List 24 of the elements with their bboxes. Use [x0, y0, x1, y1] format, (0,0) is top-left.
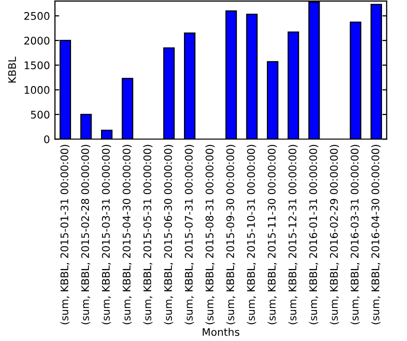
x-tick-label: (sum, KBBL, 2015-09-30 00:00:00): [226, 144, 236, 324]
y-tick-label: 0: [44, 135, 50, 144]
x-tick-label: (sum, KBBL, 2015-07-31 00:00:00): [184, 144, 194, 324]
y-tick-label: 2500: [24, 12, 50, 20]
y-axis-title: KBBL: [8, 56, 16, 83]
x-tick-label: (sum, KBBL, 2015-05-31 00:00:00): [143, 144, 152, 324]
x-tick-label: (sum, KBBL, 2015-10-31 00:00:00): [246, 144, 256, 324]
x-tick-label: (sum, KBBL, 2015-12-31 00:00:00): [288, 144, 298, 324]
x-tick-label: (sum, KBBL, 2015-04-30 00:00:00): [122, 144, 132, 324]
x-tick-label: (sum, KBBL, 2015-08-31 00:00:00): [205, 144, 215, 324]
x-tick-label: (sum, KBBL, 2015-11-30 00:00:00): [268, 144, 277, 324]
y-tick-label: 1500: [24, 61, 50, 70]
x-tick-label: (sum, KBBL, 2016-01-31 00:00:00): [309, 144, 318, 324]
y-tick-label: 1000: [24, 86, 50, 94]
x-tick-label: (sum, KBBL, 2015-02-28 00:00:00): [81, 144, 90, 324]
y-tick-label: 500: [31, 110, 50, 119]
x-tick-label: (sum, KBBL, 2016-03-31 00:00:00): [350, 144, 360, 324]
x-tick-label: (sum, KBBL, 2016-04-30 00:00:00): [371, 144, 381, 324]
y-tick-label: 2000: [24, 36, 50, 45]
x-axis-title: Months: [202, 328, 240, 336]
x-tick-label: (sum, KBBL, 2015-06-30 00:00:00): [164, 144, 174, 324]
x-tick-label: (sum, KBBL, 2015-03-31 00:00:00): [102, 144, 112, 324]
x-tick-label: (sum, KBBL, 2015-01-31 00:00:00): [60, 144, 70, 324]
x-tick-label: (sum, KBBL, 2016-02-29 00:00:00): [330, 144, 340, 324]
